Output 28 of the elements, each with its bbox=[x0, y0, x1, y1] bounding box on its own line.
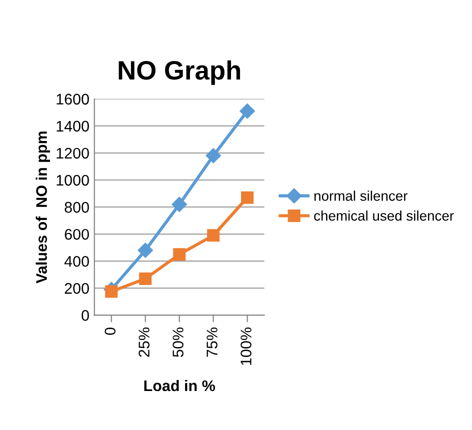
chart-title: NO Graph bbox=[118, 60, 240, 85]
x-tick-label: 75% bbox=[206, 328, 218, 357]
y-tick-label: 200 bbox=[64, 283, 89, 294]
point bbox=[173, 248, 186, 261]
x-tick-label: 0 bbox=[104, 328, 116, 335]
x-tick-label: 50% bbox=[172, 328, 184, 357]
y-tick-label: 800 bbox=[64, 202, 89, 213]
y-tick-label: 600 bbox=[64, 228, 89, 240]
point bbox=[172, 196, 187, 212]
x-tick-label: 100% bbox=[240, 328, 252, 365]
y-tick-label: 1200 bbox=[56, 148, 89, 159]
point bbox=[241, 191, 254, 204]
point bbox=[206, 148, 221, 164]
y-tick-label: 1600 bbox=[56, 94, 89, 105]
point bbox=[139, 272, 152, 285]
point bbox=[105, 285, 118, 298]
point bbox=[138, 242, 153, 258]
y-tick-label: 1000 bbox=[56, 174, 89, 186]
point bbox=[240, 103, 255, 119]
point bbox=[207, 229, 220, 242]
y-tick-label: 0 bbox=[82, 310, 89, 321]
y-axis-title: Values of NO in ppm bbox=[36, 132, 50, 284]
legend-label: normal silencer bbox=[314, 190, 408, 201]
y-tick-label: 1400 bbox=[56, 120, 89, 132]
x-tick-label: 25% bbox=[138, 328, 150, 357]
y-tick-label: 400 bbox=[64, 256, 89, 267]
legend-label: chemical used silencer bbox=[314, 210, 454, 221]
x-axis-title: Load in % bbox=[144, 380, 216, 392]
